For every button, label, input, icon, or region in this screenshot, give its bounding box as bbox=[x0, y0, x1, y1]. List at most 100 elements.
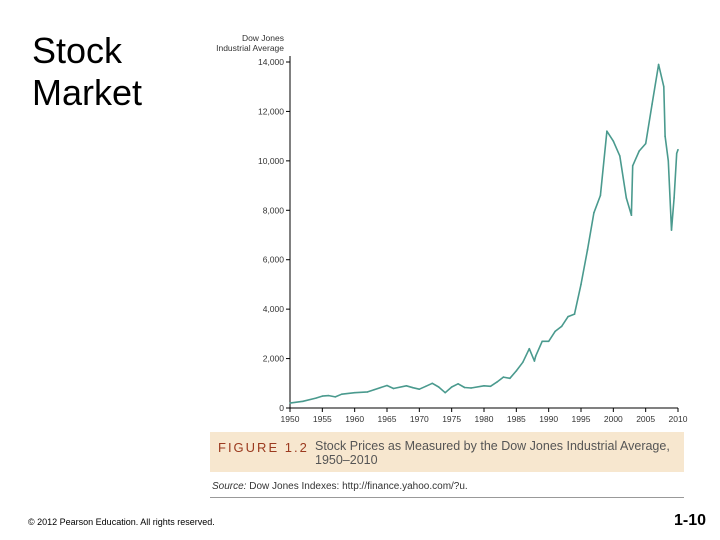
figure-source: Source: Dow Jones Indexes: http://financ… bbox=[212, 481, 468, 492]
dow-data-point bbox=[418, 388, 421, 391]
slide-title-line-2: Market bbox=[32, 72, 143, 113]
dow-data-point bbox=[638, 150, 640, 152]
dow-data-point bbox=[386, 384, 388, 387]
dow-data-point bbox=[593, 211, 595, 214]
y-tick-label: 4,000 bbox=[263, 304, 285, 314]
dow-data-point bbox=[334, 396, 337, 398]
dow-series-line bbox=[289, 63, 679, 404]
source-text: Dow Jones Indexes: http://finance.yahoo.… bbox=[249, 481, 468, 492]
dow-data-point bbox=[662, 85, 665, 88]
x-tick-label: 2000 bbox=[604, 414, 623, 424]
dow-data-point bbox=[470, 387, 472, 389]
dow-data-point bbox=[515, 370, 518, 372]
dow-data-point bbox=[425, 385, 427, 388]
dow-data-point bbox=[534, 355, 537, 357]
x-tick-label: 1970 bbox=[410, 414, 429, 424]
figure-caption: Stock Prices as Measured by the Dow Jone… bbox=[315, 439, 670, 467]
x-tick-label: 1960 bbox=[345, 414, 364, 424]
dow-data-point bbox=[541, 340, 543, 343]
dow-data-point bbox=[547, 340, 550, 343]
dow-data-point bbox=[489, 385, 492, 388]
dow-data-point bbox=[664, 135, 666, 137]
y-axis-label-line-1: Dow Jones bbox=[242, 33, 284, 43]
dow-data-point bbox=[340, 393, 343, 395]
x-tick-label: 1950 bbox=[281, 414, 300, 424]
slide-title: Stock Market bbox=[32, 30, 142, 114]
dow-data-point bbox=[625, 197, 628, 199]
y-axis-label-line-2: Industrial Average bbox=[216, 43, 284, 53]
dow-data-point bbox=[630, 214, 633, 217]
dow-data-point bbox=[392, 387, 395, 390]
x-tick-label: 1975 bbox=[442, 414, 461, 424]
copyright-notice: © 2012 Pearson Education. All rights res… bbox=[28, 517, 215, 527]
dow-data-point bbox=[302, 400, 304, 403]
dow-data-point bbox=[366, 391, 369, 393]
dow-data-point bbox=[412, 386, 414, 389]
dow-data-point bbox=[444, 391, 447, 394]
chart-plot-area bbox=[289, 63, 679, 404]
x-tick-label: 1965 bbox=[378, 414, 397, 424]
dow-data-point bbox=[586, 249, 589, 251]
dow-data-point bbox=[631, 165, 634, 167]
dow-data-point bbox=[528, 347, 531, 350]
y-tick-label: 12,000 bbox=[258, 106, 284, 116]
dow-data-point bbox=[431, 382, 434, 385]
dow-data-point bbox=[619, 155, 621, 157]
y-tick-label: 8,000 bbox=[263, 205, 285, 215]
figure-caption-line-1: Stock Prices as Measured by the Dow Jone… bbox=[315, 439, 670, 453]
figure-caption-box: FIGURE 1.2 Stock Prices as Measured by t… bbox=[210, 432, 684, 472]
dow-data-point bbox=[644, 142, 647, 145]
dow-data-point bbox=[457, 382, 459, 385]
dow-data-point bbox=[670, 229, 673, 231]
dow-data-point bbox=[328, 394, 330, 397]
source-label: Source: bbox=[212, 481, 247, 492]
dow-data-point bbox=[315, 397, 317, 399]
page-number: 1-10 bbox=[673, 512, 706, 529]
dow-data-point bbox=[522, 361, 524, 364]
x-tick-label: 2010 bbox=[669, 414, 688, 424]
x-tick-label: 1980 bbox=[475, 414, 494, 424]
dow-data-point bbox=[675, 152, 678, 155]
dow-data-point bbox=[502, 376, 505, 378]
dow-data-point bbox=[599, 194, 602, 197]
dow-data-point bbox=[677, 148, 679, 151]
dow-data-point bbox=[667, 160, 670, 162]
dow-data-point bbox=[373, 388, 375, 391]
slide-title-line-1: Stock bbox=[32, 30, 123, 71]
dow-data-point bbox=[606, 130, 608, 132]
chart-axes bbox=[289, 56, 678, 409]
dow-data-point bbox=[554, 330, 556, 333]
x-tick-label: 1955 bbox=[313, 414, 332, 424]
dow-data-point bbox=[560, 325, 563, 328]
dow-data-point bbox=[612, 140, 615, 142]
y-tick-label: 0 bbox=[279, 403, 284, 413]
dow-data-point bbox=[437, 386, 440, 388]
y-tick-label: 14,000 bbox=[258, 57, 284, 67]
x-tick-label: 1990 bbox=[539, 414, 558, 424]
dow-data-point bbox=[509, 377, 511, 380]
chart-ticks: 0 2,000 4,000 6,000 8,000 10,000 12,000 14,000 1… bbox=[258, 57, 688, 424]
dow-data-point bbox=[463, 386, 466, 389]
y-tick-label: 10,000 bbox=[258, 156, 284, 166]
dow-data-point bbox=[289, 402, 291, 404]
dow-data-point bbox=[533, 360, 536, 362]
divider bbox=[210, 497, 684, 498]
dow-data-point bbox=[483, 384, 485, 387]
dow-data-point bbox=[673, 197, 675, 199]
x-tick-label: 2005 bbox=[636, 414, 655, 424]
y-tick-label: 2,000 bbox=[263, 354, 285, 364]
dow-data-point bbox=[580, 283, 582, 286]
y-tick-label: 6,000 bbox=[263, 255, 285, 265]
x-tick-label: 1995 bbox=[572, 414, 591, 424]
x-tick-label: 1985 bbox=[507, 414, 526, 424]
figure-caption-line-2: 1950–2010 bbox=[315, 453, 378, 467]
dow-data-point bbox=[657, 63, 660, 66]
dow-data-point bbox=[567, 315, 569, 318]
dow-data-point bbox=[651, 103, 653, 105]
dow-data-point bbox=[573, 313, 576, 315]
dow-data-point bbox=[496, 381, 498, 383]
figure-label: FIGURE 1.2 bbox=[218, 440, 309, 455]
dow-data-point bbox=[321, 395, 324, 397]
dow-data-point bbox=[405, 384, 408, 387]
